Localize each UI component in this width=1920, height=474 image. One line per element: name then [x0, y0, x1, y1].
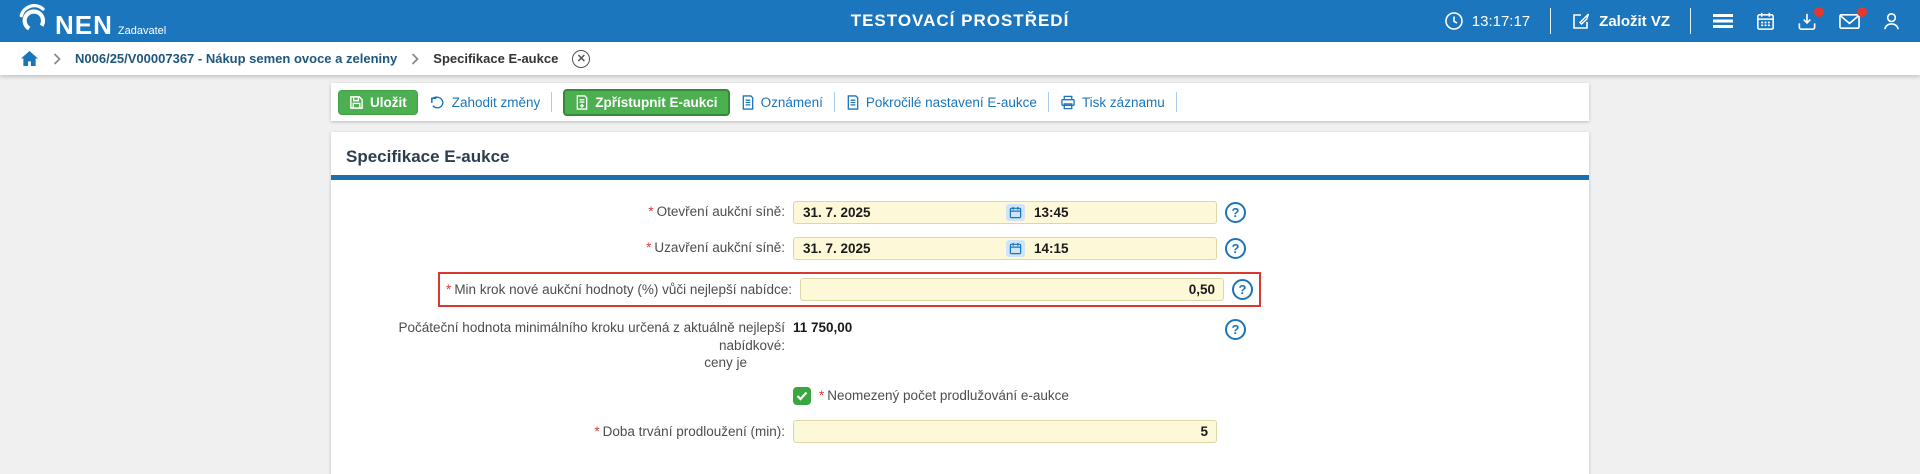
- help-icon[interactable]: [1225, 237, 1246, 259]
- form-row-unlimited-extensions: * Neomezený počet prodlužování e-aukce: [345, 384, 1261, 408]
- clock-time: 13:17:17: [1471, 12, 1531, 30]
- help-icon[interactable]: [1232, 279, 1253, 300]
- open-room-datetime-field[interactable]: 31. 7. 2025 13:45: [793, 200, 1217, 224]
- title-underline: [331, 175, 1589, 180]
- session-clock: 13:17:17: [1444, 11, 1530, 31]
- top-bar: NEN Zadavatel TESTOVACÍ PROSTŘEDÍ 13:17:…: [0, 0, 1920, 42]
- undo-icon: [430, 96, 444, 109]
- unlimited-extensions-checkbox[interactable]: [793, 386, 811, 405]
- required-asterisk: *: [819, 388, 825, 404]
- calendar-picker-icon[interactable]: [1006, 239, 1025, 257]
- messages-button[interactable]: [1838, 6, 1867, 32]
- save-button[interactable]: Uložit: [338, 89, 418, 115]
- page-title: Specifikace E-aukce: [346, 147, 510, 166]
- clock-icon: [1444, 11, 1464, 31]
- min-step-input[interactable]: [800, 278, 1224, 301]
- mail-icon: [1839, 13, 1860, 29]
- extension-duration-label: * Doba trvání prodloužení (min):: [594, 423, 785, 439]
- extension-duration-input[interactable]: [793, 420, 1217, 444]
- close-room-time-value[interactable]: 14:15: [1034, 240, 1069, 256]
- initial-value-label: Počáteční hodnota minimálního kroku urče…: [398, 320, 785, 371]
- topbar-divider: [1690, 8, 1691, 34]
- download-icon: [1798, 13, 1816, 30]
- calendar-picker-icon[interactable]: [1006, 203, 1025, 221]
- form-row-open-room: * Otevření aukční síně: 31. 7. 2025 13:45: [345, 200, 1261, 224]
- menu-button[interactable]: [1711, 11, 1735, 31]
- hamburger-icon: [1713, 14, 1733, 28]
- printer-icon: [1061, 95, 1075, 109]
- form-row-min-step: * Min krok nové aukční hodnoty (%) vůči n…: [345, 272, 1261, 307]
- print-record-button[interactable]: Tisk záznamu: [1060, 95, 1165, 110]
- close-tab-icon[interactable]: ✕: [572, 49, 591, 68]
- toolbar-divider: [833, 92, 835, 112]
- help-icon[interactable]: [1225, 201, 1246, 223]
- calendar-button[interactable]: [1755, 11, 1776, 32]
- breadcrumb-item-procurement[interactable]: N006/25/V00007367 - Nákup semen ovoce a …: [75, 51, 398, 66]
- min-step-highlight-box: * Min krok nové aukční hodnoty (%) vůči n…: [438, 272, 1261, 307]
- breadcrumb-item-current: Specifikace E-aukce: [433, 51, 559, 66]
- document-plus-icon: [576, 94, 588, 110]
- open-room-date-value[interactable]: 31. 7. 2025: [803, 204, 871, 220]
- environment-title: TESTOVACÍ PROSTŘEDÍ: [850, 11, 1070, 30]
- form-row-close-room: * Uzavření aukční síně: 31. 7. 2025 14:15: [345, 236, 1261, 260]
- topbar-actions: 13:17:17 Založit VZ: [1444, 6, 1902, 34]
- save-icon: [350, 95, 363, 109]
- downloads-button[interactable]: [1796, 6, 1824, 32]
- unlimited-extensions-label: * Neomezený počet prodlužování e-aukce: [819, 388, 1069, 404]
- home-icon: [21, 50, 38, 67]
- chevron-right-icon: [412, 52, 420, 65]
- close-room-datetime-field[interactable]: 31. 7. 2025 14:15: [793, 236, 1217, 260]
- action-toolbar: Uložit Zahodit změny Zpřístupnit E-aukci…: [331, 83, 1589, 121]
- create-vz-label: Založit VZ: [1599, 12, 1670, 30]
- required-asterisk: *: [646, 240, 652, 256]
- open-room-label: * Otevření aukční síně:: [648, 204, 785, 220]
- min-step-label: * Min krok nové aukční hodnoty (%) vůči n…: [446, 281, 792, 297]
- document-icon: [847, 94, 859, 110]
- topbar-divider: [1550, 8, 1552, 34]
- initial-value-readout: 11 750,00: [793, 320, 853, 335]
- document-icon: [742, 94, 753, 110]
- notifications-button[interactable]: Oznámení: [741, 95, 823, 110]
- form-row-initial-value: Počáteční hodnota minimálního kroku urče…: [345, 319, 1261, 372]
- nen-logo-icon: [19, 4, 46, 32]
- chevron-right-icon: [53, 52, 61, 65]
- discard-changes-button[interactable]: Zahodit změny: [429, 95, 540, 110]
- eauction-specification-panel: Specifikace E-aukce * Otevření aukční sín…: [331, 132, 1589, 474]
- form-row-extension-duration: * Doba trvání prodloužení (min):: [345, 420, 1261, 444]
- advanced-settings-button[interactable]: Pokročilé nastavení E-aukce: [846, 95, 1037, 110]
- eauction-form: * Otevření aukční síně: 31. 7. 2025 13:45…: [331, 180, 1261, 444]
- close-room-date-value[interactable]: 31. 7. 2025: [803, 240, 871, 256]
- required-asterisk: *: [594, 423, 600, 439]
- calendar-icon: [1757, 12, 1774, 30]
- messages-badge: [1857, 6, 1867, 17]
- brand-subtext: Zadavatel: [117, 25, 167, 37]
- toolbar-divider: [551, 92, 553, 112]
- toolbar-divider: [1175, 92, 1177, 112]
- user-icon: [1884, 12, 1899, 29]
- edit-icon: [1571, 11, 1591, 31]
- close-room-label: * Uzavření aukční síně:: [646, 240, 785, 256]
- create-vz-button[interactable]: Založit VZ: [1571, 11, 1670, 31]
- page-content: Uložit Zahodit změny Zpřístupnit E-aukci…: [331, 83, 1589, 474]
- brand-text: NEN: [55, 10, 113, 40]
- toolbar-divider: [1047, 92, 1049, 112]
- required-asterisk: *: [648, 204, 654, 220]
- user-button[interactable]: [1881, 11, 1902, 32]
- open-room-time-value[interactable]: 13:45: [1034, 204, 1069, 220]
- downloads-badge: [1814, 6, 1824, 17]
- nen-logo[interactable]: NEN Zadavatel: [18, 4, 166, 38]
- check-icon: [796, 391, 808, 401]
- publish-eauction-button[interactable]: Zpřístupnit E-aukci: [563, 88, 730, 116]
- help-icon[interactable]: [1225, 319, 1246, 340]
- home-button[interactable]: [20, 50, 39, 67]
- required-asterisk: *: [446, 281, 452, 297]
- breadcrumb: N006/25/V00007367 - Nákup semen ovoce a …: [0, 42, 1920, 75]
